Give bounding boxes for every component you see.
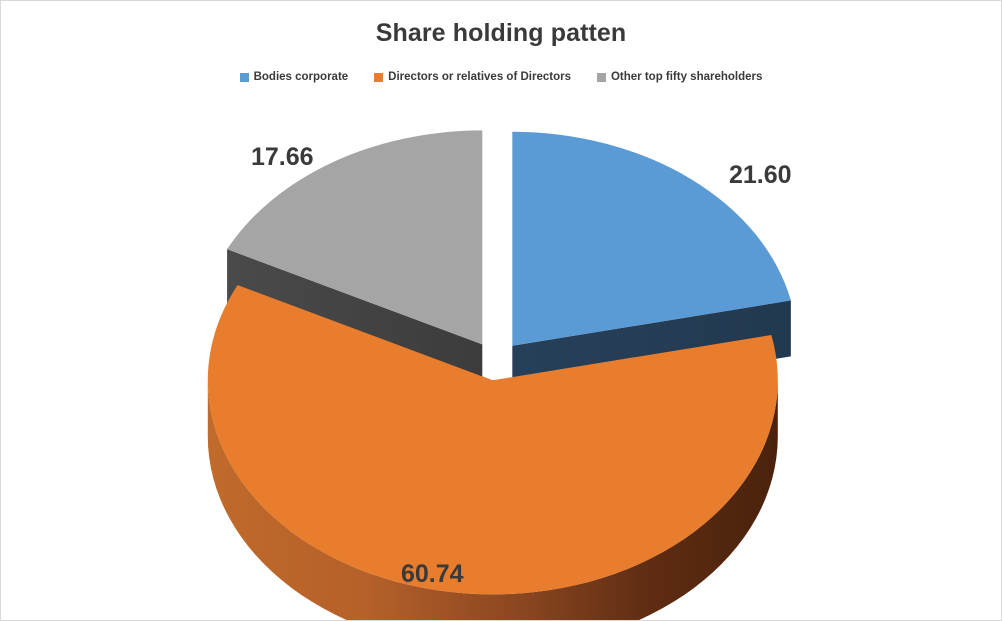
data-label-other-shareholders: 17.66 bbox=[251, 143, 314, 171]
legend-swatch-gray bbox=[596, 72, 606, 82]
legend-label-directors: Directors or relatives of Directors bbox=[388, 71, 571, 83]
chart-title: Share holding patten bbox=[375, 19, 627, 47]
legend-swatch-orange bbox=[374, 72, 384, 82]
legend-item-directors[interactable]: Directors or relatives of Directors bbox=[374, 71, 571, 83]
legend-item-bodies-corporate[interactable]: Bodies corporate bbox=[239, 71, 349, 83]
pie-slice-orange[interactable] bbox=[207, 285, 778, 621]
legend-label-other-shareholders: Other top fifty shareholders bbox=[610, 71, 763, 83]
data-label-directors: 60.74 bbox=[401, 560, 464, 588]
data-label-bodies-corporate: 21.60 bbox=[729, 161, 792, 189]
legend-swatch-blue bbox=[239, 72, 249, 82]
pie-slices-group bbox=[207, 130, 791, 621]
chart-legend: Bodies corporate Directors or relatives … bbox=[1, 71, 1001, 83]
legend-label-bodies-corporate: Bodies corporate bbox=[253, 71, 349, 83]
legend-item-other-shareholders[interactable]: Other top fifty shareholders bbox=[596, 71, 763, 83]
